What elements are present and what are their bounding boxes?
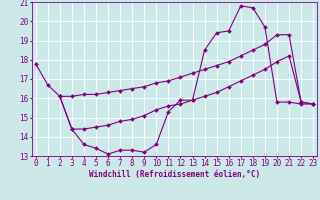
X-axis label: Windchill (Refroidissement éolien,°C): Windchill (Refroidissement éolien,°C) <box>89 170 260 179</box>
